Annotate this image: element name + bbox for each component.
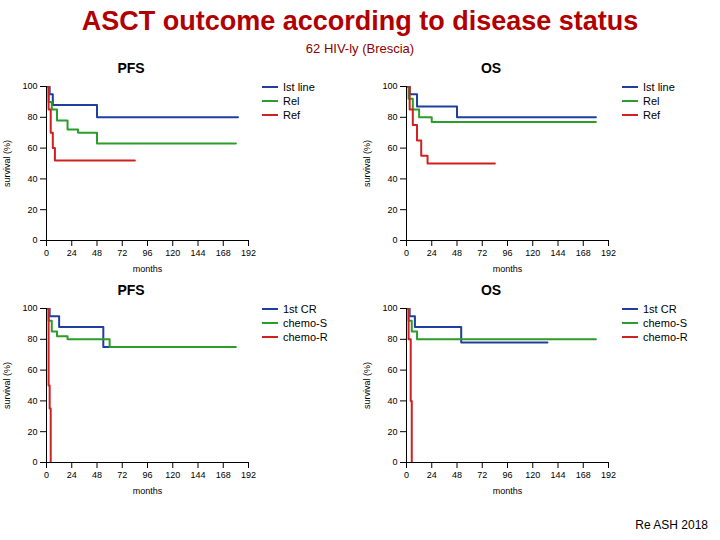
html-text:chemo-R: chemo-R bbox=[643, 331, 688, 343]
svg-text:96: 96 bbox=[142, 248, 152, 258]
svg-text:survival (%): survival (%) bbox=[2, 140, 12, 187]
svg-text:72: 72 bbox=[477, 470, 487, 480]
html-text:Ist line: Ist line bbox=[643, 81, 675, 93]
svg-text:72: 72 bbox=[117, 248, 127, 258]
svg-text:0: 0 bbox=[404, 470, 409, 480]
svg-text:0: 0 bbox=[44, 470, 49, 480]
svg-text:20: 20 bbox=[387, 205, 397, 215]
html-text:chemo-R: chemo-R bbox=[283, 331, 328, 343]
svg-text:192: 192 bbox=[601, 470, 616, 480]
svg-text:0: 0 bbox=[392, 457, 397, 467]
svg-text:48: 48 bbox=[452, 248, 462, 258]
svg-text:survival (%): survival (%) bbox=[2, 362, 12, 409]
svg-text:48: 48 bbox=[92, 470, 102, 480]
svg-text:72: 72 bbox=[117, 470, 127, 480]
svg-text:20: 20 bbox=[27, 205, 37, 215]
svg-text:40: 40 bbox=[27, 396, 37, 406]
svg-text:144: 144 bbox=[550, 470, 565, 480]
html-text:Ref: Ref bbox=[283, 109, 301, 121]
svg-text:120: 120 bbox=[165, 248, 180, 258]
svg-text:48: 48 bbox=[92, 248, 102, 258]
svg-text:168: 168 bbox=[576, 248, 591, 258]
svg-text:168: 168 bbox=[216, 470, 231, 480]
html-text:Rel: Rel bbox=[283, 95, 300, 107]
svg-text:100: 100 bbox=[22, 81, 37, 91]
svg-text:months: months bbox=[493, 264, 523, 274]
html-text:Re ASH 2018: Re ASH 2018 bbox=[635, 518, 708, 532]
svg-text:0: 0 bbox=[392, 235, 397, 245]
html-text:Ref: Ref bbox=[643, 109, 661, 121]
svg-text:60: 60 bbox=[27, 143, 37, 153]
html-text:chemo-S: chemo-S bbox=[643, 317, 687, 329]
svg-text:24: 24 bbox=[427, 470, 437, 480]
svg-text:months: months bbox=[133, 264, 163, 274]
svg-text:80: 80 bbox=[387, 112, 397, 122]
svg-text:100: 100 bbox=[22, 303, 37, 313]
svg-text:80: 80 bbox=[27, 334, 37, 344]
svg-text:40: 40 bbox=[387, 396, 397, 406]
svg-text:60: 60 bbox=[387, 365, 397, 375]
svg-text:80: 80 bbox=[387, 334, 397, 344]
html-text:OS: OS bbox=[480, 60, 502, 76]
svg-text:0: 0 bbox=[32, 457, 37, 467]
svg-text:months: months bbox=[493, 486, 523, 496]
svg-text:months: months bbox=[133, 486, 163, 496]
svg-text:0: 0 bbox=[32, 235, 37, 245]
svg-text:120: 120 bbox=[525, 470, 540, 480]
html-text:Ist line: Ist line bbox=[283, 81, 315, 93]
svg-text:144: 144 bbox=[190, 248, 205, 258]
svg-text:40: 40 bbox=[27, 174, 37, 184]
html-text:62 HIV-ly (Brescia): 62 HIV-ly (Brescia) bbox=[305, 41, 415, 56]
svg-text:96: 96 bbox=[142, 470, 152, 480]
html-text:PFS: PFS bbox=[117, 60, 145, 76]
html-text:1st CR: 1st CR bbox=[283, 303, 317, 315]
svg-text:60: 60 bbox=[387, 143, 397, 153]
svg-text:120: 120 bbox=[165, 470, 180, 480]
html-text:ASCT outcome according to dise: ASCT outcome according to disease status bbox=[81, 6, 639, 36]
svg-text:192: 192 bbox=[241, 248, 256, 258]
svg-text:144: 144 bbox=[550, 248, 565, 258]
svg-text:96: 96 bbox=[502, 248, 512, 258]
svg-text:120: 120 bbox=[525, 248, 540, 258]
svg-text:20: 20 bbox=[27, 427, 37, 437]
svg-text:144: 144 bbox=[190, 470, 205, 480]
html-text:PFS: PFS bbox=[117, 282, 145, 298]
svg-text:168: 168 bbox=[216, 248, 231, 258]
svg-text:survival (%): survival (%) bbox=[362, 140, 372, 187]
svg-text:100: 100 bbox=[382, 303, 397, 313]
html-text:Rel: Rel bbox=[643, 95, 660, 107]
svg-text:60: 60 bbox=[27, 365, 37, 375]
svg-text:192: 192 bbox=[601, 248, 616, 258]
svg-text:40: 40 bbox=[387, 174, 397, 184]
svg-text:48: 48 bbox=[452, 470, 462, 480]
svg-text:0: 0 bbox=[404, 248, 409, 258]
svg-text:survival (%): survival (%) bbox=[362, 362, 372, 409]
svg-text:192: 192 bbox=[241, 470, 256, 480]
html-text:chemo-S: chemo-S bbox=[283, 317, 327, 329]
svg-text:80: 80 bbox=[27, 112, 37, 122]
html-text:OS: OS bbox=[480, 282, 502, 298]
svg-text:96: 96 bbox=[502, 470, 512, 480]
svg-text:72: 72 bbox=[477, 248, 487, 258]
svg-text:20: 20 bbox=[387, 427, 397, 437]
html-text:1st CR: 1st CR bbox=[643, 303, 677, 315]
svg-text:100: 100 bbox=[382, 81, 397, 91]
svg-text:168: 168 bbox=[576, 470, 591, 480]
svg-text:24: 24 bbox=[67, 248, 77, 258]
svg-text:24: 24 bbox=[67, 470, 77, 480]
svg-text:0: 0 bbox=[44, 248, 49, 258]
svg-text:24: 24 bbox=[427, 248, 437, 258]
